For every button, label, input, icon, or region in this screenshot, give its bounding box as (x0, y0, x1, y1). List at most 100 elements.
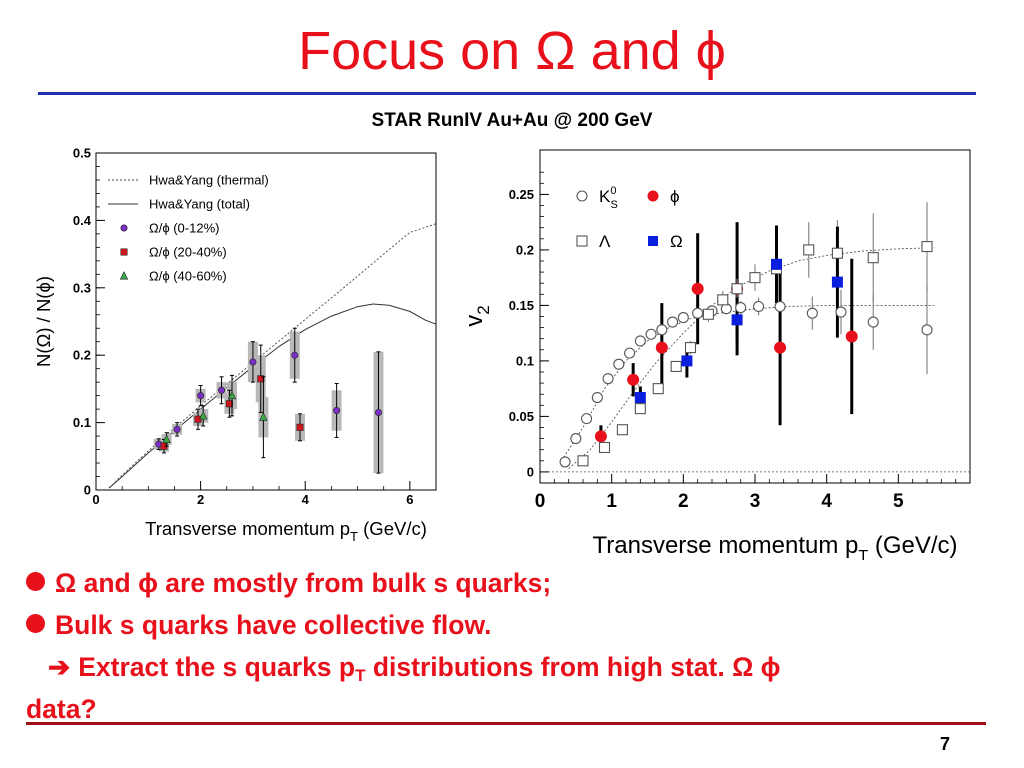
chart-subtitle: STAR RunIV Au+Au @ 200 GeV (371, 110, 653, 131)
fit-curve (561, 304, 935, 462)
model-curve (108, 303, 437, 489)
legend-marker (119, 271, 129, 280)
data-point (634, 392, 646, 404)
bullet-dot-icon (26, 614, 45, 633)
data-point (374, 408, 382, 416)
y-axis-label: v2 (461, 305, 493, 326)
data-point (677, 312, 689, 324)
fit-curve (568, 247, 935, 469)
legend-label: Λ (599, 232, 611, 251)
legend-label: Ω/ϕ (40-60%) (149, 269, 227, 284)
charts-canvas: 0 2 4 6 0 0.1 0.2 0.3 0.4 0.5 Transverse momentum … (33, 146, 971, 560)
data-point (702, 308, 714, 320)
data-point (577, 455, 589, 467)
data-point (257, 375, 265, 383)
legend-label: ϕ (670, 187, 680, 206)
y-tick-label: 0.25 (509, 187, 534, 202)
data-point (845, 330, 858, 343)
data-point (749, 272, 761, 284)
y-tick-label: 0.5 (73, 146, 91, 161)
data-point (559, 456, 571, 468)
x-axis-label: Transverse momentum pT (GeV/c) (593, 532, 958, 560)
x-tick-label: 0 (535, 491, 546, 512)
legend-label: Ω/ϕ (0-12%) (149, 221, 219, 236)
slide-title: Focus on Ω and ϕ (298, 21, 726, 81)
data-point (753, 300, 765, 313)
data-point (731, 283, 743, 295)
legend-marker (648, 236, 658, 246)
legend-marker (647, 190, 659, 202)
y-tick-label: 0.1 (516, 353, 534, 368)
y-tick-label: 0.1 (73, 415, 91, 430)
legend-marker (576, 190, 588, 202)
data-point (602, 373, 614, 385)
x-tick-label: 2 (678, 491, 689, 512)
data-point (774, 300, 786, 313)
data-point (867, 252, 879, 264)
legend-marker (120, 248, 128, 256)
title-underline (38, 92, 976, 95)
data-point (581, 413, 593, 425)
data-point (691, 282, 704, 295)
data-point (831, 247, 843, 259)
x-tick-label: 0 (92, 492, 99, 507)
data-point (598, 441, 611, 454)
data-point (645, 328, 657, 340)
data-point (835, 306, 847, 318)
data-point (570, 433, 582, 445)
data-point (627, 373, 640, 386)
chart-omega-phi-ratio: 0 2 4 6 0 0.1 0.2 0.3 0.4 0.5 Transverse momentum … (33, 146, 437, 544)
data-point (652, 383, 664, 395)
data-point (162, 434, 171, 443)
data-point (921, 241, 933, 253)
y-tick-label: 0.2 (73, 348, 91, 363)
x-tick-label: 4 (302, 492, 310, 507)
plot-frame (95, 152, 437, 491)
data-point (831, 276, 843, 288)
bullet-item-1: Ω and ϕ are mostly from bulk s quarks; (26, 562, 1001, 604)
data-point (591, 391, 603, 404)
legend-label: Ω (670, 232, 683, 251)
data-point (249, 358, 257, 366)
data-point (594, 430, 607, 443)
data-point (867, 316, 879, 328)
data-point (218, 386, 226, 394)
legend-marker (576, 235, 588, 247)
arrow-item-continuation: data? (26, 694, 97, 724)
x-tick-label: 6 (406, 492, 413, 507)
data-point (717, 294, 729, 306)
data-point (259, 412, 268, 421)
data-point (656, 324, 668, 336)
data-point (291, 351, 299, 359)
data-point (655, 341, 668, 354)
y-tick-label: 0 (527, 464, 534, 479)
legend-label: Ω/ϕ (20-40%) (149, 245, 227, 260)
bullet-dot-icon (26, 572, 45, 591)
data-point (333, 406, 341, 414)
data-point (227, 390, 237, 400)
x-tick-label: 3 (750, 491, 761, 512)
legend-label: Hwa&Yang (thermal) (149, 173, 269, 188)
y-tick-label: 0.3 (73, 280, 91, 295)
y-tick-label: 0.2 (516, 242, 534, 257)
x-tick-label: 5 (893, 491, 904, 512)
data-point (771, 258, 782, 270)
data-point (692, 307, 704, 319)
legend-label: K0 S (599, 185, 618, 211)
data-point (624, 347, 636, 359)
legend-label: Hwa&Yang (total) (149, 197, 250, 212)
data-point (197, 392, 205, 400)
data-point (684, 342, 697, 354)
data-point (296, 423, 304, 431)
data-point (173, 425, 181, 433)
data-point (921, 324, 933, 336)
data-point (735, 302, 747, 314)
x-tick-label: 1 (606, 491, 617, 512)
y-tick-label: 0 (84, 483, 91, 498)
x-axis-label: Transverse momentum pT (GeV/c) (145, 518, 427, 544)
data-point (634, 403, 646, 415)
data-point (667, 316, 679, 328)
data-point (731, 314, 743, 326)
arrow-item: ➔ Extract the s quarks pT distributions f… (48, 652, 781, 685)
bullet-item-2: Bulk s quarks have collective flow. (26, 604, 1001, 646)
